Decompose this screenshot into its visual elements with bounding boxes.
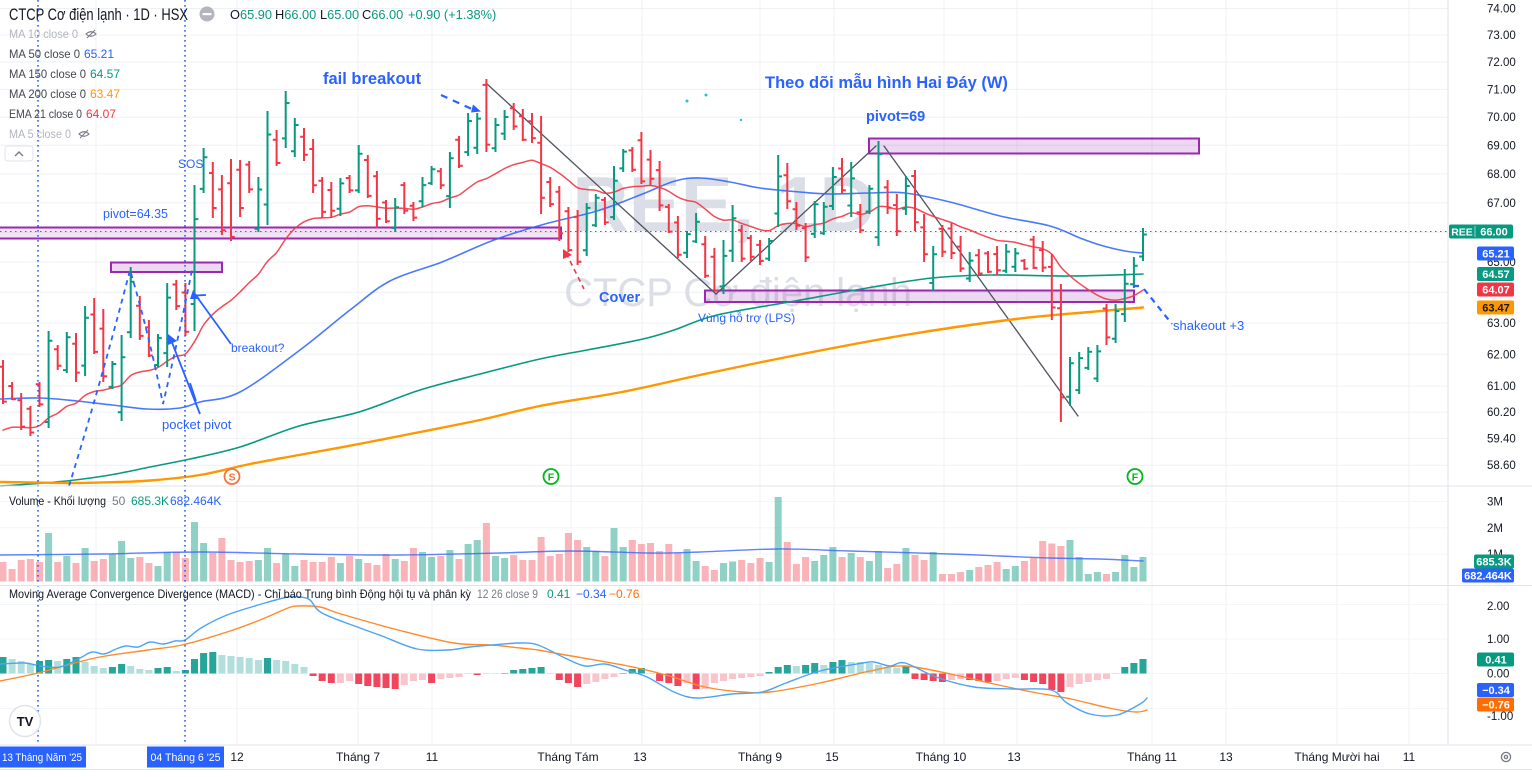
svg-text:Tháng 10: Tháng 10 bbox=[916, 750, 967, 764]
svg-text:pivot=69: pivot=69 bbox=[866, 109, 925, 125]
svg-text:O65.90: O65.90 bbox=[230, 7, 272, 22]
svg-text:0.00: 0.00 bbox=[1487, 669, 1509, 681]
svg-text:11: 11 bbox=[426, 750, 439, 764]
svg-text:Tháng 7: Tháng 7 bbox=[336, 750, 380, 764]
svg-text:Cover: Cover bbox=[599, 290, 640, 306]
svg-text:MA 150 close 0: MA 150 close 0 bbox=[9, 67, 86, 81]
svg-text:64.57: 64.57 bbox=[90, 67, 120, 81]
svg-text:MA 200 close 0: MA 200 close 0 bbox=[9, 87, 86, 101]
svg-text:MA 5 close 0: MA 5 close 0 bbox=[9, 127, 71, 141]
svg-text:73.00: 73.00 bbox=[1487, 30, 1516, 42]
svg-text:60.20: 60.20 bbox=[1487, 407, 1516, 419]
svg-text:Moving Average Convergence Div: Moving Average Convergence Divergence (M… bbox=[9, 587, 471, 601]
svg-text:pivot=64.35: pivot=64.35 bbox=[103, 207, 168, 221]
svg-text:685.3K: 685.3K bbox=[1476, 556, 1512, 568]
svg-text:fail breakout: fail breakout bbox=[323, 70, 422, 88]
svg-text:Tháng 9: Tháng 9 bbox=[738, 750, 782, 764]
svg-text:65.21: 65.21 bbox=[1482, 248, 1510, 260]
svg-text:58.60: 58.60 bbox=[1487, 460, 1516, 472]
svg-text:−0.34: −0.34 bbox=[1482, 685, 1511, 697]
svg-text:12 26 close 9: 12 26 close 9 bbox=[477, 587, 538, 601]
svg-text:Vùng hỗ trợ (LPS): Vùng hỗ trợ (LPS) bbox=[698, 310, 795, 325]
svg-text:682.464K: 682.464K bbox=[1464, 570, 1512, 582]
svg-text:Tháng Tám: Tháng Tám bbox=[537, 750, 598, 764]
svg-text:59.40: 59.40 bbox=[1487, 433, 1516, 445]
svg-text:Volume - Khối lượng: Volume - Khối lượng bbox=[9, 494, 106, 508]
svg-text:EMA 21 close 0: EMA 21 close 0 bbox=[9, 107, 82, 121]
svg-text:685.3K: 685.3K bbox=[131, 494, 169, 508]
svg-text:Tháng 11: Tháng 11 bbox=[1127, 750, 1177, 764]
svg-text:13 Tháng Năm '25: 13 Tháng Năm '25 bbox=[2, 752, 82, 764]
svg-text:shakeout +3: shakeout +3 bbox=[1173, 318, 1244, 333]
svg-text:682.464K: 682.464K bbox=[170, 494, 221, 508]
svg-text:TV: TV bbox=[17, 714, 34, 729]
svg-text:50: 50 bbox=[112, 494, 126, 508]
svg-text:63.00: 63.00 bbox=[1487, 318, 1516, 330]
svg-text:13: 13 bbox=[1007, 750, 1021, 764]
svg-text:S: S bbox=[228, 472, 235, 484]
svg-text:74.00: 74.00 bbox=[1487, 4, 1516, 16]
svg-text:F: F bbox=[548, 472, 555, 484]
svg-text:69.00: 69.00 bbox=[1487, 140, 1516, 152]
svg-text:−0.76: −0.76 bbox=[609, 587, 640, 601]
svg-text:64.07: 64.07 bbox=[1482, 284, 1510, 296]
svg-text:H66.00: H66.00 bbox=[275, 7, 316, 22]
svg-text:13: 13 bbox=[633, 750, 647, 764]
svg-text:2.00: 2.00 bbox=[1487, 601, 1509, 613]
svg-text:61.00: 61.00 bbox=[1487, 381, 1516, 393]
svg-text:65.21: 65.21 bbox=[84, 47, 114, 61]
svg-text:04 Tháng 6 '25: 04 Tháng 6 '25 bbox=[151, 752, 221, 764]
svg-text:67.00: 67.00 bbox=[1487, 198, 1516, 210]
svg-text:0.41: 0.41 bbox=[1485, 654, 1506, 666]
svg-text:SOS: SOS bbox=[178, 157, 203, 171]
svg-text:Tháng Mười hai: Tháng Mười hai bbox=[1294, 750, 1379, 764]
svg-text:12: 12 bbox=[230, 750, 244, 764]
svg-text:68.00: 68.00 bbox=[1487, 169, 1516, 181]
svg-text:REE: REE bbox=[1451, 226, 1473, 238]
svg-text:MA 10 close 0: MA 10 close 0 bbox=[9, 27, 78, 41]
svg-text:63.47: 63.47 bbox=[90, 87, 120, 101]
svg-text:15: 15 bbox=[825, 750, 839, 764]
svg-text:13: 13 bbox=[1219, 750, 1233, 764]
svg-text:11: 11 bbox=[1403, 750, 1416, 764]
svg-text:−0.76: −0.76 bbox=[1482, 699, 1510, 711]
svg-text:71.00: 71.00 bbox=[1487, 84, 1516, 96]
svg-text:REE, 1D: REE, 1D bbox=[572, 160, 875, 248]
svg-text:66.00: 66.00 bbox=[1480, 226, 1508, 238]
svg-text:64.57: 64.57 bbox=[1482, 269, 1510, 281]
svg-text:1.00: 1.00 bbox=[1487, 634, 1509, 646]
svg-text:70.00: 70.00 bbox=[1487, 112, 1516, 124]
svg-text:Theo dõi mẫu hình Hai Đáy (W): Theo dõi mẫu hình Hai Đáy (W) bbox=[765, 73, 1008, 92]
svg-text:MA 50 close 0: MA 50 close 0 bbox=[9, 47, 80, 61]
svg-text:C66.00: C66.00 bbox=[362, 7, 403, 22]
svg-text:CTCP Cơ điện lạnh · 1D · HSX: CTCP Cơ điện lạnh · 1D · HSX bbox=[9, 6, 188, 24]
svg-text:64.07: 64.07 bbox=[86, 107, 116, 121]
svg-text:L65.00: L65.00 bbox=[320, 7, 359, 22]
svg-text:F: F bbox=[1132, 472, 1139, 484]
svg-text:−0.34: −0.34 bbox=[576, 587, 607, 601]
svg-text:0.41: 0.41 bbox=[547, 587, 571, 601]
svg-text:+0.90 (+1.38%): +0.90 (+1.38%) bbox=[408, 7, 496, 22]
svg-text:pocket pivot: pocket pivot bbox=[162, 417, 232, 432]
svg-text:breakout?: breakout? bbox=[231, 341, 285, 355]
svg-text:CTCP Cơ điện lạnh: CTCP Cơ điện lạnh bbox=[564, 271, 912, 315]
svg-text:72.00: 72.00 bbox=[1487, 57, 1516, 69]
svg-text:3M: 3M bbox=[1487, 497, 1503, 509]
svg-text:62.00: 62.00 bbox=[1487, 349, 1516, 361]
svg-text:-1.00: -1.00 bbox=[1487, 711, 1513, 723]
svg-text:2M: 2M bbox=[1487, 523, 1503, 535]
svg-text:63.47: 63.47 bbox=[1482, 302, 1510, 314]
